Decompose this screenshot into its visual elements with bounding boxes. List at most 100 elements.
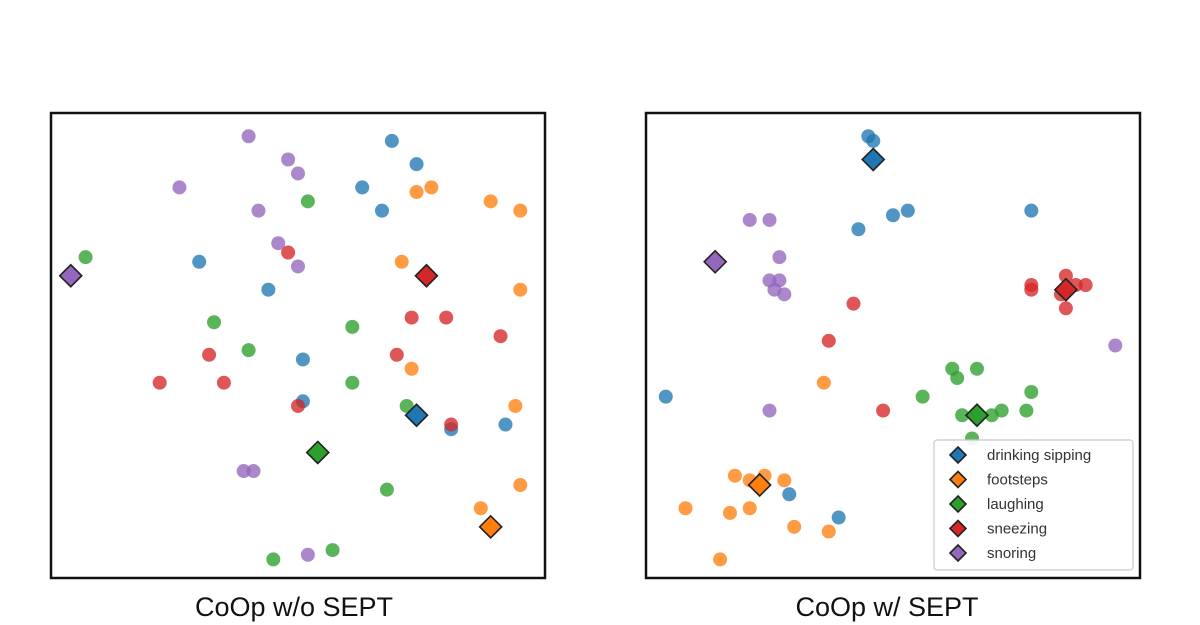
point-sneezing <box>389 347 404 362</box>
point-drinking-sipping <box>498 417 513 432</box>
prototype-sneezing <box>1053 277 1079 302</box>
point-snoring <box>236 464 251 479</box>
point-footsteps <box>508 398 523 413</box>
point-sneezing <box>404 310 419 325</box>
point-sneezing <box>1058 301 1073 316</box>
point-drinking-sipping <box>900 203 915 218</box>
point-footsteps <box>473 501 488 516</box>
point-snoring <box>291 166 305 181</box>
point-sneezing <box>439 310 454 325</box>
point-footsteps <box>409 185 424 200</box>
plot-frame <box>644 111 1142 580</box>
point-footsteps <box>483 194 498 209</box>
points-layer <box>658 129 1123 567</box>
point-drinking-sipping <box>782 487 797 502</box>
legend-label-snoring: snoring <box>987 545 1036 562</box>
point-sneezing <box>444 417 459 432</box>
point-laughing <box>1024 385 1039 399</box>
point-sneezing <box>846 296 861 311</box>
point-drinking-sipping <box>831 510 846 525</box>
point-footsteps <box>513 203 528 218</box>
legend-marker-footsteps <box>948 470 968 489</box>
scatter-panel-without-sept: CoOp w/o SEPT <box>49 111 547 622</box>
point-drinking-sipping <box>355 180 370 195</box>
point-footsteps <box>722 505 737 520</box>
point-sneezing <box>1058 268 1073 283</box>
point-snoring <box>772 250 787 265</box>
point-sneezing <box>281 245 296 260</box>
prototype-drinking-sipping <box>404 403 429 428</box>
point-laughing <box>379 482 394 497</box>
point-footsteps <box>777 473 792 488</box>
prototype-drinking-sipping <box>861 147 886 172</box>
point-laughing <box>950 371 965 386</box>
point-footsteps <box>424 180 439 195</box>
legend-marker-drinking-sipping <box>948 445 968 465</box>
point-laughing <box>969 361 984 376</box>
point-laughing <box>994 403 1009 418</box>
prototype-footsteps <box>747 472 772 498</box>
panel-caption: CoOp w/o SEPT <box>195 592 393 622</box>
point-snoring <box>300 547 315 562</box>
point-snoring <box>241 129 256 144</box>
point-drinking-sipping <box>374 203 389 218</box>
legend-label-sneezing: sneezing <box>987 521 1047 538</box>
point-snoring <box>172 180 187 195</box>
point-sneezing <box>202 347 217 362</box>
legend-label-laughing: laughing <box>987 496 1044 513</box>
legend: drinking sipping footsteps laughing sneezin… <box>933 439 1134 571</box>
point-snoring <box>251 203 266 218</box>
point-laughing <box>955 408 970 423</box>
point-snoring <box>777 287 792 302</box>
point-laughing <box>399 398 414 413</box>
point-footsteps <box>394 254 409 269</box>
prototype-laughing <box>964 403 990 428</box>
point-sneezing <box>152 375 167 390</box>
point-snoring <box>762 212 777 227</box>
prototype-snoring <box>58 263 83 288</box>
point-sneezing <box>1078 278 1093 293</box>
legend-marker-laughing <box>948 494 968 514</box>
point-laughing <box>345 319 360 334</box>
point-drinking-sipping <box>851 222 866 237</box>
point-laughing <box>325 543 340 558</box>
prototype-laughing <box>305 440 330 465</box>
point-sneezing <box>493 329 508 344</box>
plot-frame <box>49 111 547 580</box>
point-laughing <box>266 552 281 567</box>
scatter-panel-with-sept: CoOp w/ SEPT drinking sipping footsteps la… <box>644 111 1142 622</box>
point-drinking-sipping <box>1024 203 1039 218</box>
point-footsteps <box>404 361 419 376</box>
point-laughing <box>207 315 222 330</box>
point-drinking-sipping <box>295 352 310 367</box>
prototype-snoring <box>703 249 728 274</box>
legend-label-drinking-sipping: drinking sipping <box>987 447 1091 464</box>
legend-marker-sneezing <box>948 519 968 538</box>
point-laughing <box>915 389 930 404</box>
point-laughing <box>78 250 93 265</box>
legend-label-footsteps: footsteps <box>987 472 1048 489</box>
points-layer <box>58 129 528 567</box>
prototype-sneezing <box>414 263 439 288</box>
point-footsteps <box>513 282 528 297</box>
point-laughing <box>241 343 256 358</box>
point-sneezing <box>1024 282 1039 297</box>
point-snoring <box>1108 338 1123 353</box>
point-drinking-sipping <box>866 133 881 148</box>
point-snoring <box>742 212 757 227</box>
panel-caption: CoOp w/ SEPT <box>795 592 978 622</box>
point-sneezing <box>216 375 231 390</box>
prototype-footsteps <box>478 514 503 539</box>
point-footsteps <box>821 524 836 539</box>
point-snoring <box>762 403 777 418</box>
point-laughing <box>300 194 315 209</box>
point-footsteps <box>513 478 528 492</box>
point-drinking-sipping <box>384 133 399 148</box>
point-footsteps <box>678 501 693 516</box>
legend-box <box>933 439 1134 571</box>
point-snoring <box>291 259 305 274</box>
point-footsteps <box>787 519 802 534</box>
point-drinking-sipping <box>409 157 424 172</box>
point-laughing <box>345 375 360 390</box>
